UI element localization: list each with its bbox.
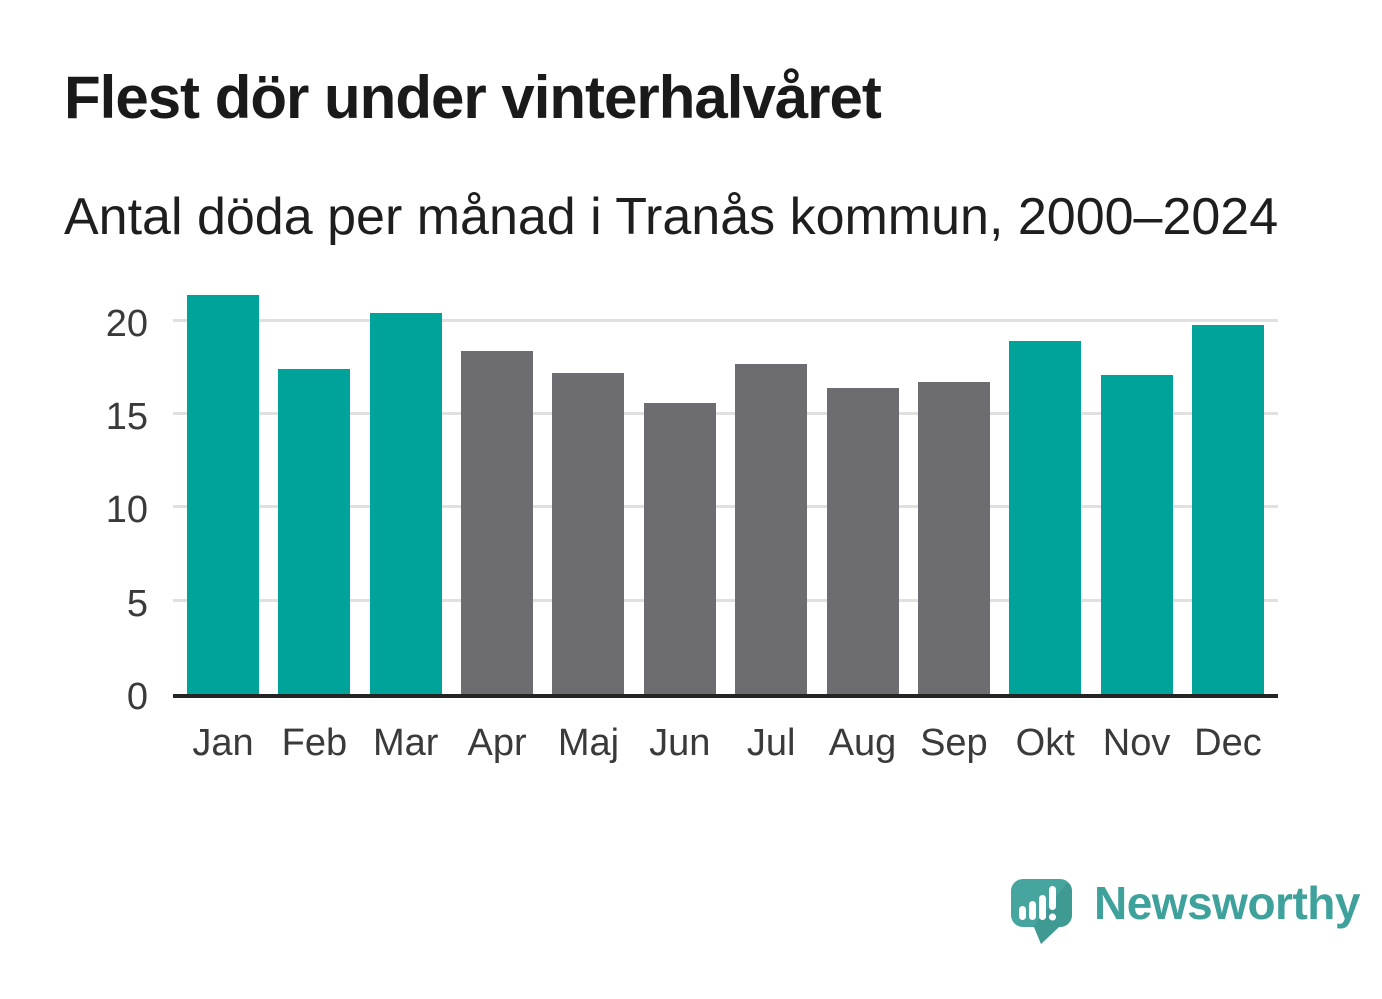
newsworthy-logo: Newsworthy	[1010, 878, 1360, 948]
bar-aug	[826, 388, 899, 694]
x-tick-feb: Feb	[281, 722, 348, 764]
x-tick-jun: Jun	[649, 722, 711, 764]
bar-nov	[1100, 374, 1173, 694]
x-tick-apr: Apr	[467, 722, 527, 764]
x-tick-okt: Okt	[1015, 722, 1075, 764]
chart-subtitle: Antal döda per månad i Tranås kommun, 20…	[64, 188, 1279, 246]
bar-jul	[735, 363, 808, 694]
y-tick-10: 10	[105, 489, 148, 532]
x-tick-dec: Dec	[1194, 722, 1262, 764]
bar-mar	[369, 313, 442, 694]
x-axis-labels: Jan Feb Mar Apr Maj Jun Jul Aug Sep Okt Nov Dec	[173, 724, 1278, 762]
x-tick-jul: Jul	[746, 722, 796, 764]
y-tick-15: 15	[105, 396, 148, 439]
x-tick-sep: Sep	[920, 722, 988, 764]
bar-maj	[552, 373, 625, 694]
x-tick-nov: Nov	[1102, 722, 1171, 764]
newsworthy-speech-bubble-bar-chart-icon	[1011, 879, 1072, 944]
bar-dec	[1191, 324, 1264, 694]
x-tick-maj: Maj	[557, 722, 620, 764]
bar-okt	[1009, 341, 1082, 694]
y-tick-5: 5	[126, 582, 148, 625]
y-tick-20: 20	[105, 302, 148, 345]
gridline-20	[173, 318, 1278, 322]
plot-area	[173, 291, 1278, 698]
newsworthy-logo-text: Newsworthy	[1094, 877, 1360, 929]
bar-feb	[278, 369, 351, 694]
gridline-5	[173, 598, 1278, 602]
x-tick-jan: Jan	[192, 722, 254, 764]
bar-jan	[187, 294, 259, 694]
bars-row	[173, 291, 1278, 694]
x-tick-mar: Mar	[372, 722, 439, 764]
chart-title: Flest dör under vinterhalvåret	[64, 64, 882, 131]
x-tick-aug: Aug	[828, 722, 897, 764]
bar-sep	[917, 382, 990, 694]
gridline-10	[173, 505, 1278, 509]
gridline-15	[173, 412, 1278, 416]
y-axis-labels: 0 5 10 15 20	[0, 291, 148, 716]
bar-jun	[643, 402, 716, 694]
y-tick-0: 0	[126, 676, 148, 718]
bar-apr	[461, 350, 534, 694]
